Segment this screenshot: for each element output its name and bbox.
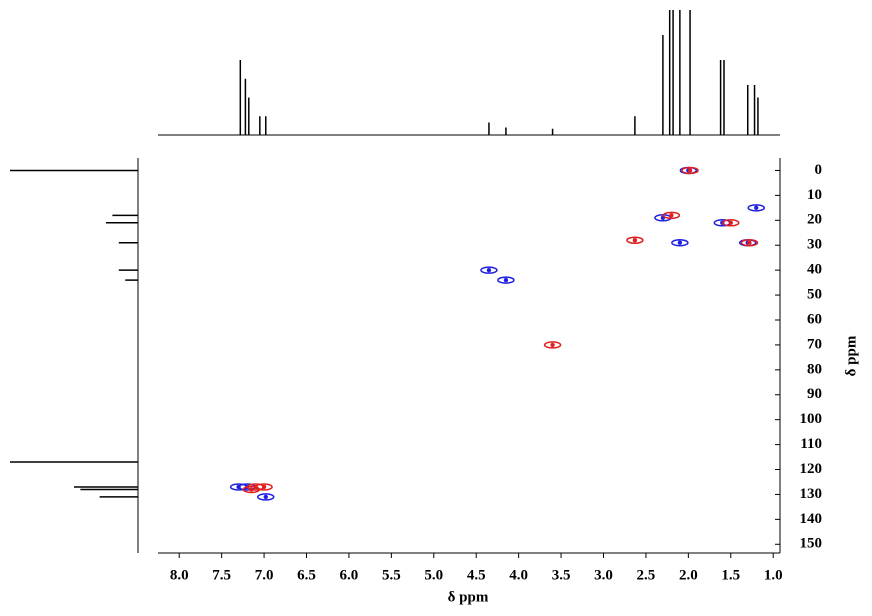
x-tick-label: 4.0 <box>509 567 528 583</box>
cross-peak <box>747 204 765 212</box>
x-tick-label: 4.5 <box>467 567 486 583</box>
cross-peak-core <box>249 487 254 492</box>
x-tick-label: 2.0 <box>679 567 698 583</box>
cross-peak <box>740 238 759 247</box>
cross-peak-core <box>263 494 268 500</box>
x-tick-label: 6.5 <box>297 567 316 583</box>
cross-peak <box>242 485 261 494</box>
y-tick-label: 10 <box>807 187 822 203</box>
y-tick-label: 150 <box>800 536 823 552</box>
y-tick-label: 140 <box>800 511 823 527</box>
y-tick-label: 100 <box>800 411 823 427</box>
x-tick-label: 3.0 <box>594 567 613 583</box>
cross-peak <box>671 238 689 247</box>
y-tick-label: 70 <box>807 336 822 352</box>
x-tick-label: 1.5 <box>721 567 740 583</box>
x-tick-label: 7.5 <box>212 567 231 583</box>
x-tick-label: 1.0 <box>764 567 783 583</box>
cross-peak-core <box>261 484 267 490</box>
cross-peak <box>722 219 740 227</box>
y-tick-label: 110 <box>800 436 822 452</box>
cross-peak <box>681 166 699 175</box>
x-tick-label: 8.0 <box>170 567 189 583</box>
y-tick-label: 0 <box>815 162 823 178</box>
y-tick-label: 60 <box>807 311 822 327</box>
x-tick-label: 3.5 <box>552 567 571 583</box>
y-tick-label: 80 <box>807 361 822 377</box>
cross-peak-core <box>669 213 674 218</box>
cross-peak <box>626 236 644 244</box>
cross-peak-core <box>632 238 638 243</box>
y-axis-label: δ ppm <box>843 335 859 376</box>
cross-peak-core <box>550 342 555 348</box>
cross-peak <box>543 341 562 349</box>
x-tick-label: 7.0 <box>255 567 274 583</box>
x-tick-label: 2.5 <box>637 567 656 583</box>
cross-peak-core <box>677 240 683 245</box>
x-tick-label: 6.0 <box>340 567 359 583</box>
cross-peak-core <box>754 205 759 211</box>
y-tick-label: 50 <box>807 287 822 303</box>
x-tick-label: 5.0 <box>424 567 443 583</box>
cross-peak <box>662 211 681 220</box>
y-tick-label: 30 <box>807 237 822 253</box>
cross-peak-core <box>503 277 509 283</box>
y-tick-label: 120 <box>800 461 823 477</box>
cross-peak-core <box>687 168 693 173</box>
y-tick-label: 20 <box>807 212 822 228</box>
cross-peak-core <box>747 240 752 245</box>
cross-peak <box>497 276 515 284</box>
cross-peak-core <box>728 220 733 225</box>
cross-peak <box>257 493 275 501</box>
cross-peak-core <box>486 267 492 273</box>
cross-peak <box>480 266 498 274</box>
y-tick-label: 90 <box>807 386 822 402</box>
x-tick-label: 5.5 <box>382 567 401 583</box>
x-axis-label: δ ppm <box>448 589 489 605</box>
y-tick-label: 40 <box>807 262 822 278</box>
y-tick-label: 130 <box>800 486 823 502</box>
